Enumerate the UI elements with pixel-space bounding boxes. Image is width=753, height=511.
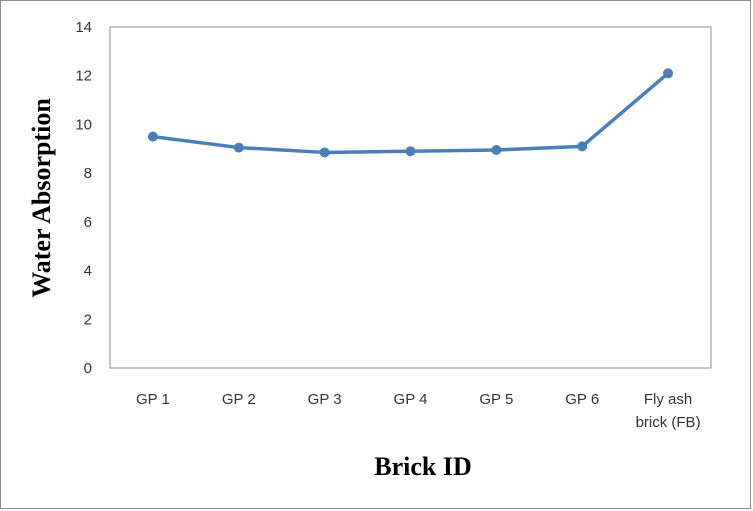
- data-point: [319, 147, 330, 158]
- x-axis-title: Brick ID: [374, 452, 472, 481]
- y-tick-label: 12: [75, 68, 92, 85]
- y-axis-title: Water Absorption: [27, 98, 56, 298]
- x-tick-label: Fly ash brick (FB): [636, 391, 701, 431]
- y-tick-label: 8: [84, 165, 92, 182]
- x-tick-label: GP 1: [136, 391, 170, 408]
- data-point: [491, 145, 502, 156]
- data-point: [577, 141, 588, 152]
- data-point: [147, 131, 158, 142]
- y-tick-label: 4: [84, 263, 92, 280]
- y-tick-label: 10: [75, 116, 92, 133]
- series-layer: [147, 68, 674, 158]
- plot-area: [109, 26, 712, 369]
- y-tick-label: 2: [84, 311, 92, 328]
- y-tick-label: 14: [75, 19, 92, 36]
- y-tick-label: 6: [84, 214, 92, 231]
- data-point: [233, 142, 244, 153]
- x-tick-label: GP 3: [308, 391, 342, 408]
- x-tick-label: GP 5: [479, 391, 513, 408]
- y-axis: 0 2 4 6 8 10 12 14: [75, 19, 92, 377]
- y-tick-label: 0: [84, 360, 92, 377]
- data-point: [663, 68, 674, 79]
- x-tick-label: GP 4: [394, 391, 428, 408]
- x-axis: GP 1 GP 2 GP 3 GP 4 GP 5 GP 6 Fly ash brick (FB…: [136, 391, 701, 431]
- x-tick-label: GP 2: [222, 391, 256, 408]
- data-point: [405, 146, 416, 157]
- x-tick-label: GP 6: [565, 391, 599, 408]
- series-line: [152, 71, 670, 155]
